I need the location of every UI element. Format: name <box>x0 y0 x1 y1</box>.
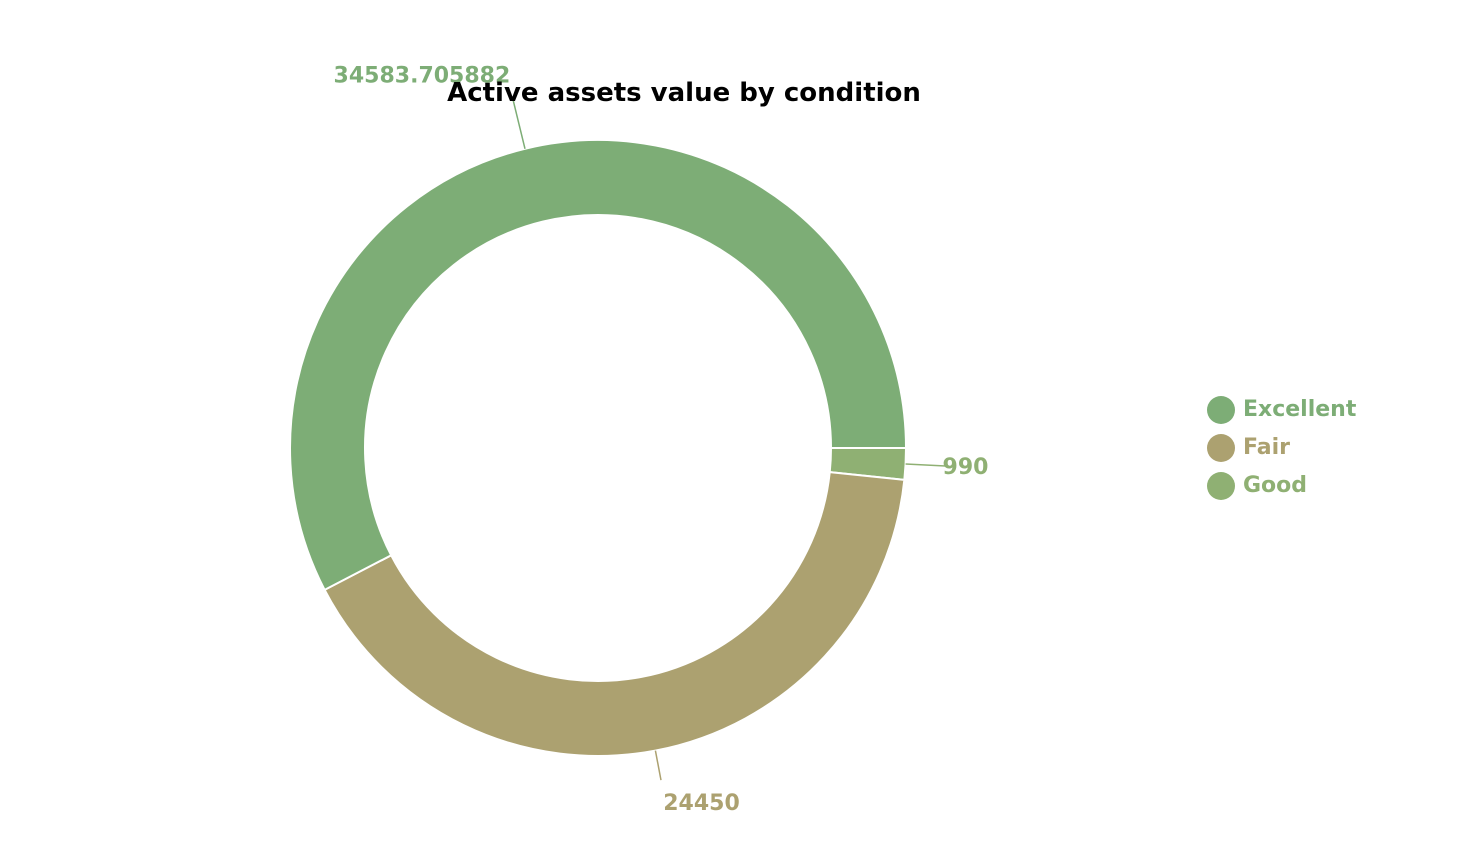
slices-group <box>289 139 908 757</box>
chart-title: Active assets value by condition <box>447 78 921 108</box>
value-labels-group: 990 24450 34583.705882 <box>334 64 989 816</box>
leader-line-excellent <box>512 100 526 149</box>
legend-label-fair: Fair <box>1243 435 1290 460</box>
legend-label-good: Good <box>1243 473 1307 498</box>
legend: Excellent Fair Good <box>1207 396 1357 500</box>
leader-line-fair <box>654 750 662 781</box>
value-label-fair: 24450 <box>663 791 740 816</box>
legend-swatch-fair <box>1207 434 1235 462</box>
legend-item-excellent[interactable]: Excellent <box>1207 396 1357 424</box>
leader-line-good <box>905 463 946 467</box>
value-label-good: 990 <box>943 455 989 480</box>
leader-lines-group <box>512 100 946 781</box>
legend-swatch-excellent <box>1207 396 1235 424</box>
slice-excellent[interactable] <box>289 139 908 592</box>
legend-item-fair[interactable]: Fair <box>1207 434 1290 462</box>
legend-swatch-good <box>1207 472 1235 500</box>
slice-fair[interactable] <box>323 471 906 757</box>
legend-label-excellent: Excellent <box>1243 397 1357 422</box>
legend-item-good[interactable]: Good <box>1207 472 1307 500</box>
value-label-excellent: 34583.705882 <box>334 64 511 89</box>
